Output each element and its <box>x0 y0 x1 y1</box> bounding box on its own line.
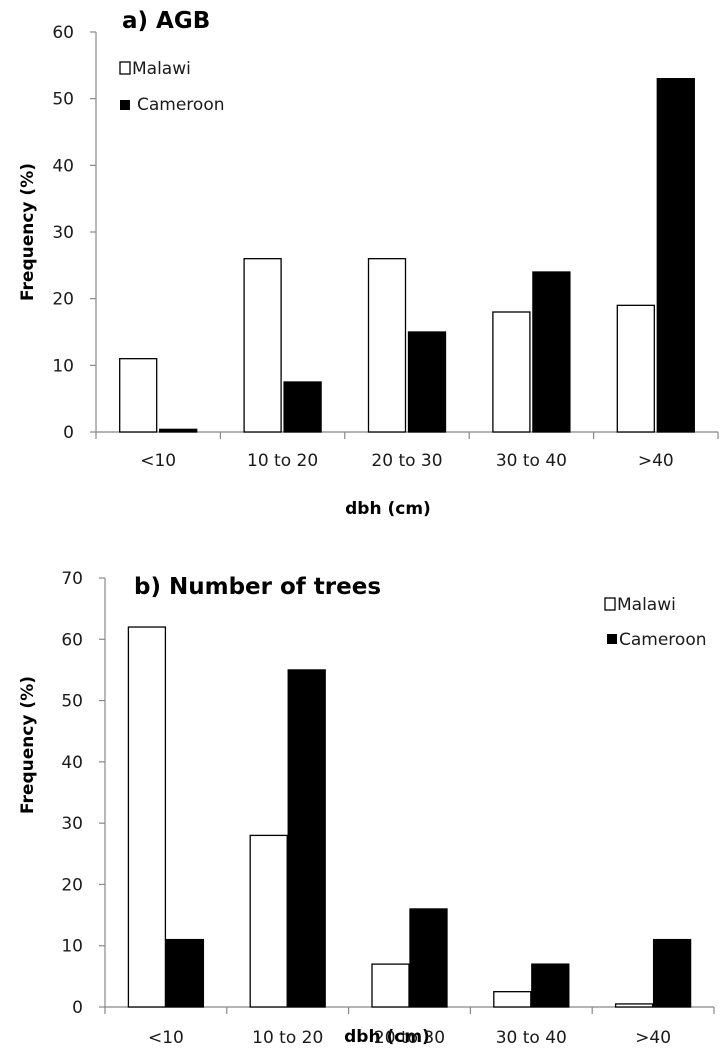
y-tick-label: 50 <box>61 692 83 712</box>
y-tick-label: 60 <box>52 23 74 43</box>
y-tick-label: 70 <box>61 569 83 589</box>
x-tick-label: 20 to 30 <box>371 451 442 471</box>
bar-malawi <box>127 626 167 1008</box>
x-tick-label: <10 <box>148 1028 184 1048</box>
bar-cameroon <box>165 938 205 1008</box>
bar-cameroon <box>287 669 326 1008</box>
bar-malawi <box>119 358 158 433</box>
bar-malawi <box>371 963 410 1008</box>
y-tick-label: 0 <box>72 998 83 1018</box>
y-tick-label: 50 <box>52 90 74 110</box>
bar-malawi <box>616 304 655 433</box>
y-tick-label: 20 <box>61 875 83 895</box>
x-axis-label: dbh (cm) <box>345 499 431 519</box>
y-tick-label: 30 <box>61 814 83 834</box>
bar-malawi <box>243 258 282 433</box>
legend-swatch-cameroon <box>607 634 617 644</box>
bar-malawi <box>492 311 531 433</box>
x-tick-label: >40 <box>635 1028 671 1048</box>
bar-cameroon <box>159 428 198 433</box>
plot-area: 0 10 20 30 40 50 60 70 <10 10 to 20 20 to 30 30 to … <box>61 569 715 1048</box>
x-tick-label: <10 <box>140 451 176 471</box>
legend-label-cameroon: Cameroon <box>137 95 225 115</box>
bar-cameroon <box>283 381 322 433</box>
chart-title: b) Number of trees <box>134 574 381 600</box>
y-tick-label: 30 <box>52 223 74 243</box>
x-tick-label: 20 to 30 <box>374 1028 445 1048</box>
legend-label-malawi: Malawi <box>132 59 191 79</box>
legend-swatch-malawi <box>119 61 131 75</box>
y-axis-label: Frequency (%) <box>18 163 38 301</box>
y-axis-label: Frequency (%) <box>18 676 38 814</box>
x-axis-label: dbh (cm) <box>344 1027 430 1047</box>
x-tick-label: 30 to 40 <box>496 1028 567 1048</box>
legend-swatch-malawi <box>604 597 616 611</box>
chart-agb: a) AGB Frequency (%) dbh (cm) 0 10 20 30 40 5… <box>18 8 719 519</box>
bar-cameroon <box>407 331 447 433</box>
chart-number-of-trees: b) Number of trees Frequency (%) dbh (cm… <box>18 569 715 1048</box>
bar-malawi <box>493 991 532 1008</box>
bar-cameroon <box>652 938 692 1008</box>
y-tick-label: 10 <box>52 356 74 376</box>
bar-malawi <box>367 258 407 433</box>
plot-area: 0 10 20 30 40 50 60 <10 10 to 20 20 to 30 30 to 40… <box>52 23 719 471</box>
y-tick-label: 20 <box>52 290 74 310</box>
bar-malawi <box>249 834 288 1008</box>
x-tick-label: 30 to 40 <box>496 451 567 471</box>
y-tick-label: 10 <box>61 937 83 957</box>
y-tick-label: 0 <box>63 423 74 443</box>
y-tick-label: 40 <box>61 753 83 773</box>
x-tick-label: 10 to 20 <box>247 451 318 471</box>
bar-cameroon <box>656 78 695 433</box>
legend-label-malawi: Malawi <box>617 595 676 615</box>
y-tick-label: 60 <box>61 630 83 650</box>
bar-malawi <box>614 1003 654 1008</box>
bar-cameroon <box>409 908 448 1008</box>
legend-label-cameroon: Cameroon <box>619 630 707 650</box>
x-tick-label: >40 <box>638 451 674 471</box>
legend-swatch-cameroon <box>120 100 130 110</box>
chart-title: a) AGB <box>122 8 210 34</box>
x-tick-label: 10 to 20 <box>252 1028 323 1048</box>
y-tick-label: 40 <box>52 156 74 176</box>
legend: Malawi Cameroon <box>119 59 225 115</box>
legend: Malawi Cameroon <box>604 595 707 650</box>
bar-cameroon <box>532 271 571 433</box>
bar-cameroon <box>531 963 570 1008</box>
